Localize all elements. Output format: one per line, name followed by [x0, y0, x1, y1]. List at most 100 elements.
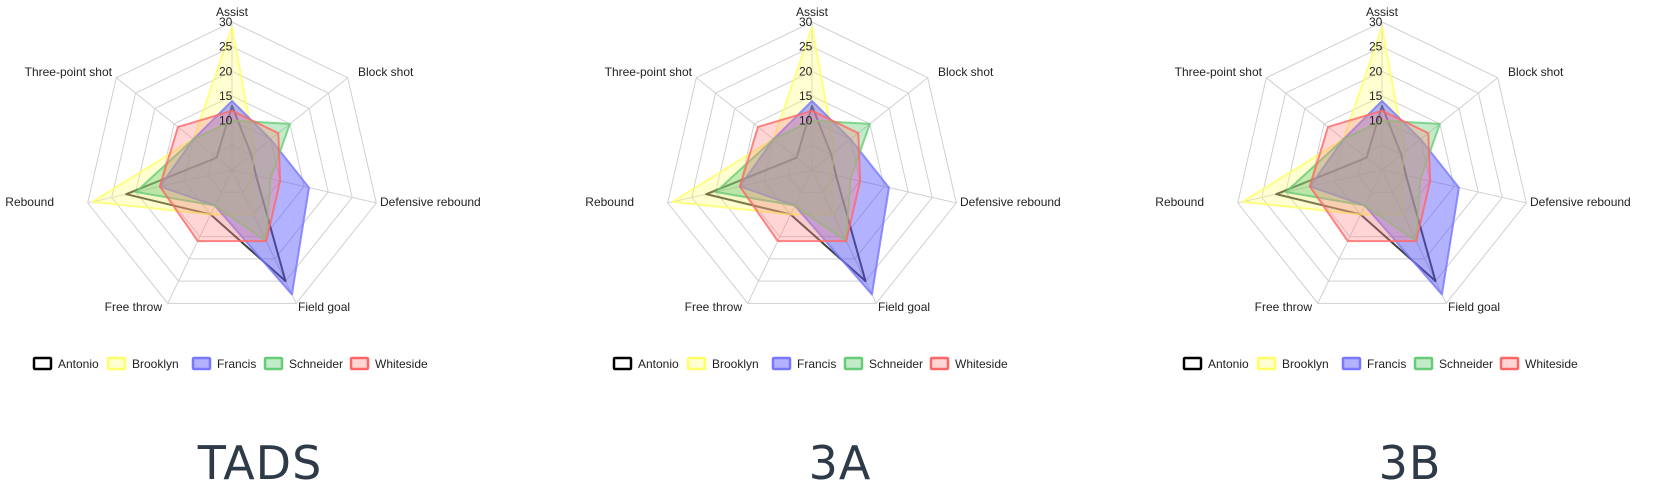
grid-spoke — [695, 77, 813, 171]
legend-swatch — [612, 356, 633, 371]
legend: Antonio Brooklyn Francis Schneider Whiteside — [1182, 356, 1578, 371]
axis-label: Rebound — [1155, 195, 1204, 209]
legend-label: Whiteside — [375, 357, 428, 371]
series-francis — [1308, 99, 1460, 296]
series-francis — [158, 99, 310, 296]
legend-label: Schneider — [869, 357, 923, 371]
legend-label: Francis — [1367, 357, 1406, 371]
legend-swatch — [771, 356, 792, 371]
legend-label: Antonio — [638, 357, 679, 371]
grid-ring — [135, 70, 329, 260]
legend-label: Francis — [797, 357, 836, 371]
tick-label: 25 — [1369, 40, 1383, 54]
grid-ring — [1285, 70, 1479, 260]
legend-label: Brooklyn — [132, 357, 179, 371]
legend-swatch — [1341, 356, 1362, 371]
legend-swatch — [1256, 356, 1277, 371]
legend-swatch — [191, 356, 212, 371]
grid-spoke — [167, 169, 233, 304]
tick-label: 30 — [799, 15, 813, 29]
grid-ring — [739, 95, 885, 238]
legend-label: Schneider — [289, 357, 343, 371]
legend-swatch — [32, 356, 53, 371]
grid-ring — [1309, 95, 1455, 238]
series-brooklyn — [1241, 25, 1407, 216]
series-schneider — [134, 119, 291, 243]
tick-label: 20 — [799, 64, 813, 78]
legend-swatch — [686, 356, 707, 371]
axis-label: Free throw — [685, 300, 743, 314]
series-antonio — [705, 104, 867, 283]
axis-label: Defensive rebound — [380, 195, 481, 209]
series-brooklyn — [671, 25, 837, 216]
grid-ring — [87, 21, 377, 304]
axis-label: Field goal — [1448, 300, 1500, 314]
axis-label: Assist — [216, 5, 249, 19]
grid-ring — [111, 46, 353, 282]
axis-label: Block shot — [1508, 65, 1564, 79]
legend-swatch — [1182, 356, 1203, 371]
legend-swatch — [929, 356, 950, 371]
axis-label: Three-point shot — [1175, 65, 1263, 79]
tick-label: 25 — [219, 40, 233, 54]
series-whiteside — [738, 109, 862, 243]
axis-label: Free throw — [105, 300, 163, 314]
legend: Antonio Brooklyn Francis Schneider Whiteside — [32, 356, 428, 371]
axis-label: Assist — [796, 5, 829, 19]
panel-caption: 3A — [808, 436, 872, 490]
legend-swatch — [263, 356, 284, 371]
radar-grid — [87, 21, 377, 304]
tick-label: 15 — [1369, 89, 1383, 103]
legend-label: Francis — [217, 357, 256, 371]
legend-label: Whiteside — [1525, 357, 1578, 371]
legend-swatch — [349, 356, 370, 371]
grid-ring — [715, 70, 909, 260]
radar-panel-3b: 30 25 20 15 10 Assist Block shot Defensive rebo… — [1150, 0, 1670, 490]
tick-label: 20 — [219, 64, 233, 78]
panel-caption: 3B — [1378, 436, 1442, 490]
radar-series — [1241, 25, 1460, 296]
legend: Antonio Brooklyn Francis Schneider Whiteside — [612, 356, 1008, 371]
axis-label: Rebound — [5, 195, 54, 209]
series-schneider — [714, 119, 871, 243]
series-antonio — [125, 104, 287, 283]
radar-chart: 30 25 20 15 10 Assist Block shot Defensive rebo… — [5, 5, 481, 371]
panel-caption: TADS — [197, 436, 323, 490]
axis-label: Field goal — [298, 300, 350, 314]
legend-label: Antonio — [58, 357, 99, 371]
legend-label: Antonio — [1208, 357, 1249, 371]
tick-label: 15 — [799, 89, 813, 103]
grid-spoke — [1265, 77, 1383, 171]
axis-label: Three-point shot — [605, 65, 693, 79]
legend-swatch — [106, 356, 127, 371]
tick-label: 10 — [1369, 114, 1383, 128]
legend-swatch — [843, 356, 864, 371]
tick-label: 20 — [1369, 64, 1383, 78]
series-whiteside — [1308, 109, 1432, 243]
axis-label: Defensive rebound — [960, 195, 1061, 209]
grid-ring — [691, 46, 933, 282]
radar-panel-3a: 30 25 20 15 10 Assist Block shot Defensive rebo… — [580, 0, 1100, 490]
radar-chart: 30 25 20 15 10 Assist Block shot Defensive rebo… — [585, 5, 1061, 371]
radar-chart: 30 25 20 15 10 Assist Block shot Defensive rebo… — [1155, 5, 1631, 371]
legend-swatch — [1413, 356, 1434, 371]
axis-label: Free throw — [1255, 300, 1313, 314]
axis-label: Defensive rebound — [1530, 195, 1631, 209]
axis-label: Field goal — [878, 300, 930, 314]
series-schneider — [1284, 119, 1441, 243]
grid-spoke — [747, 169, 813, 304]
legend-swatch — [1499, 356, 1520, 371]
radar-panel-tads: 30 25 20 15 10 Assist Block shot Defensive rebo… — [0, 0, 520, 490]
tick-label: 25 — [799, 40, 813, 54]
legend-label: Brooklyn — [1282, 357, 1329, 371]
series-francis — [738, 99, 890, 296]
grid-spoke — [1317, 169, 1383, 304]
grid-ring — [159, 95, 305, 238]
radar-series — [91, 25, 310, 296]
series-antonio — [1275, 104, 1437, 283]
legend-label: Whiteside — [955, 357, 1008, 371]
tick-label: 10 — [799, 114, 813, 128]
legend-label: Schneider — [1439, 357, 1493, 371]
tick-label: 30 — [1369, 15, 1383, 29]
grid-ring — [667, 21, 957, 304]
